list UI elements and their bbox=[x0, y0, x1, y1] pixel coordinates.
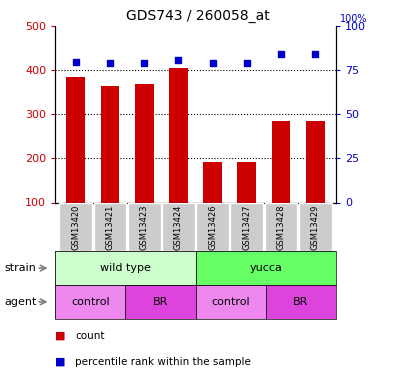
Text: yucca: yucca bbox=[249, 263, 282, 273]
Bar bbox=[196, 202, 229, 251]
Bar bbox=[196, 285, 265, 319]
Bar bbox=[55, 285, 126, 319]
Point bbox=[312, 51, 318, 57]
Text: agent: agent bbox=[4, 297, 36, 307]
Point bbox=[107, 60, 113, 66]
Text: GSM13424: GSM13424 bbox=[174, 204, 183, 250]
Bar bbox=[135, 84, 154, 203]
Point bbox=[73, 58, 79, 64]
Text: GSM13428: GSM13428 bbox=[276, 204, 286, 250]
Point bbox=[278, 51, 284, 57]
Text: control: control bbox=[71, 297, 110, 307]
Text: GSM13421: GSM13421 bbox=[105, 204, 115, 250]
Bar bbox=[203, 162, 222, 202]
Text: GSM13420: GSM13420 bbox=[71, 204, 80, 250]
Text: control: control bbox=[211, 297, 250, 307]
Bar bbox=[265, 202, 297, 251]
Text: count: count bbox=[75, 331, 105, 340]
Point bbox=[141, 60, 147, 66]
Point bbox=[209, 60, 216, 66]
Text: strain: strain bbox=[4, 263, 36, 273]
Bar bbox=[101, 86, 119, 202]
Text: wild type: wild type bbox=[100, 263, 151, 273]
Bar bbox=[169, 68, 188, 203]
Text: GSM13423: GSM13423 bbox=[140, 204, 149, 250]
Bar bbox=[272, 121, 290, 202]
Bar bbox=[66, 77, 85, 203]
Bar bbox=[128, 202, 161, 251]
Text: BR: BR bbox=[293, 297, 308, 307]
Text: ■: ■ bbox=[55, 357, 66, 367]
Bar bbox=[126, 285, 196, 319]
Bar bbox=[299, 202, 332, 251]
Point bbox=[175, 57, 182, 63]
Bar bbox=[55, 251, 196, 285]
Bar bbox=[230, 202, 263, 251]
Text: GDS743 / 260058_at: GDS743 / 260058_at bbox=[126, 9, 269, 23]
Bar bbox=[306, 121, 325, 202]
Bar bbox=[94, 202, 126, 251]
Text: 100%: 100% bbox=[340, 14, 367, 24]
Text: BR: BR bbox=[153, 297, 168, 307]
Text: ■: ■ bbox=[55, 331, 66, 340]
Text: percentile rank within the sample: percentile rank within the sample bbox=[75, 357, 251, 367]
Point bbox=[244, 60, 250, 66]
Bar bbox=[265, 285, 336, 319]
Text: GSM13427: GSM13427 bbox=[242, 204, 251, 250]
Bar bbox=[59, 202, 92, 251]
Bar bbox=[162, 202, 195, 251]
Bar bbox=[196, 251, 336, 285]
Text: GSM13429: GSM13429 bbox=[311, 204, 320, 250]
Text: GSM13426: GSM13426 bbox=[208, 204, 217, 250]
Bar bbox=[237, 162, 256, 202]
